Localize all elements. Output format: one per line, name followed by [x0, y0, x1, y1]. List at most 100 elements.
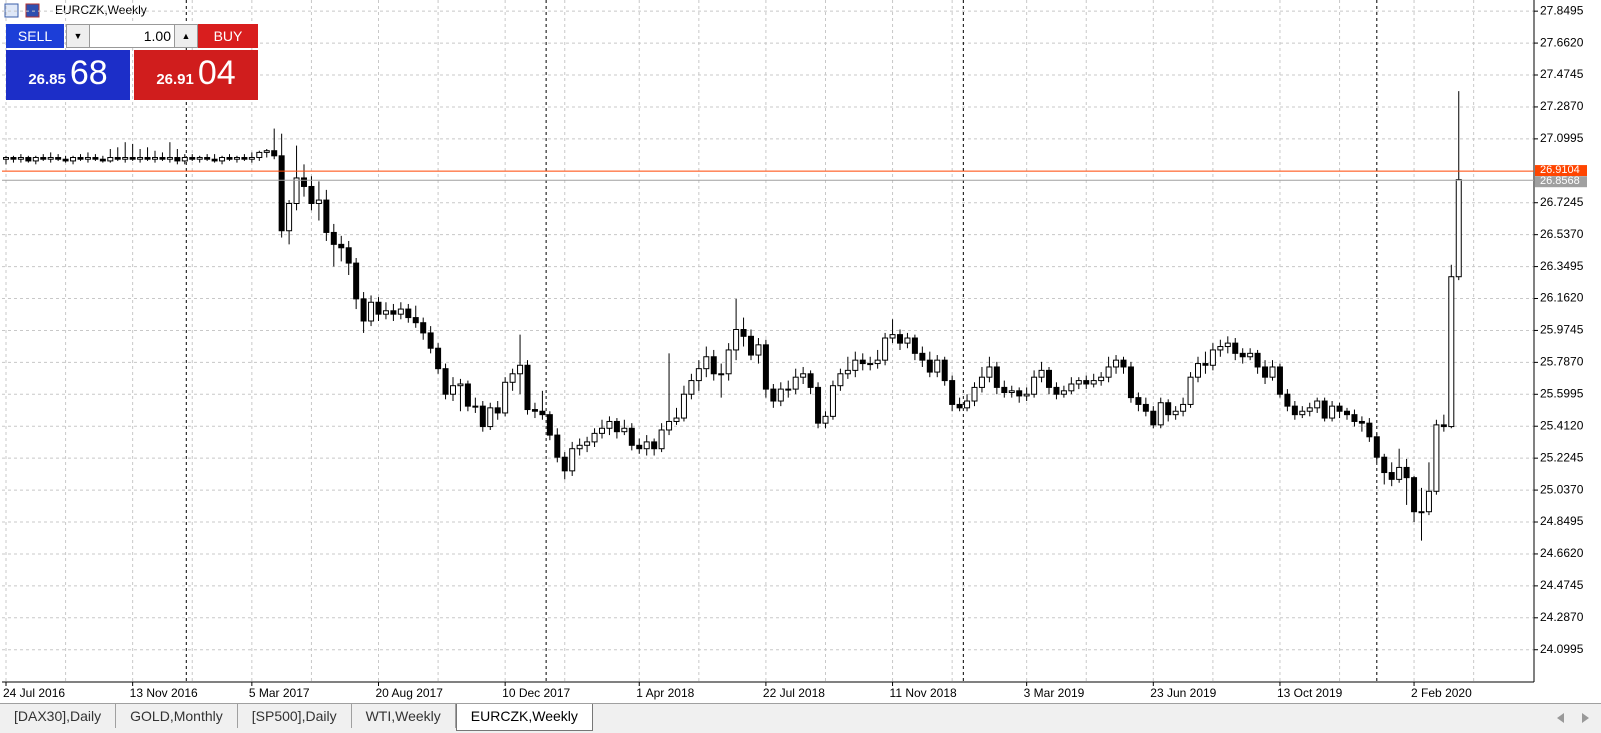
candle-body	[248, 157, 255, 160]
bid-label-bg	[1535, 176, 1587, 188]
candle-body	[47, 157, 54, 160]
candle-body	[420, 322, 427, 334]
tab[interactable]: EURCZK,Weekly	[455, 704, 593, 731]
y-tick-label: 25.4120	[1540, 418, 1584, 432]
candle-body	[628, 427, 635, 446]
candle-body	[479, 405, 486, 428]
chart-title: EURCZK,Weekly	[55, 3, 147, 17]
candle-body	[1425, 490, 1432, 513]
candle-body	[450, 385, 456, 395]
candle-body	[360, 298, 367, 322]
candle-body	[494, 407, 501, 414]
icon	[25, 3, 40, 18]
lot-value[interactable]: 1.00	[143, 28, 171, 44]
sell-button[interactable]: SELL	[6, 24, 64, 48]
lot-down[interactable]: ▼	[67, 25, 90, 47]
x-tick-label: 20 Aug 2017	[376, 686, 444, 700]
candle-body	[844, 369, 851, 375]
candle-body	[487, 407, 494, 428]
x-tick-label: 10 Dec 2017	[502, 686, 570, 700]
candle-body	[1224, 342, 1231, 348]
candle-body	[345, 247, 352, 264]
candle-body	[137, 157, 144, 160]
x-tick-label: 24 Jul 2016	[3, 686, 65, 700]
candle-body	[1247, 352, 1254, 358]
y-tick-label: 26.1620	[1540, 291, 1584, 305]
candle-body	[740, 329, 747, 337]
candle-body	[315, 199, 322, 204]
candle-body	[263, 150, 270, 153]
tab[interactable]: [DAX30],Daily	[0, 704, 117, 728]
y-tick-label: 26.7245	[1540, 195, 1584, 209]
candle-body	[673, 417, 680, 422]
candle-body	[1150, 410, 1157, 426]
candle-body	[829, 385, 836, 417]
candle-body	[1344, 410, 1350, 416]
buy-button[interactable]: BUY	[198, 24, 258, 48]
candle-body	[1418, 511, 1425, 514]
y-tick-label: 27.0995	[1540, 131, 1584, 145]
candle-body	[271, 150, 278, 157]
sell-price-pips: 68	[69, 54, 108, 92]
candle-body	[531, 409, 538, 412]
candle-body	[1157, 402, 1164, 426]
trade-panel: SELL ▼ 1.00 ▲ BUY 26.85 68 26.91 04	[6, 24, 258, 100]
y-tick-label: 24.0995	[1540, 642, 1584, 656]
candle-body	[695, 368, 702, 382]
candle-body	[651, 441, 658, 450]
bid-label: 26.8568	[1540, 175, 1580, 187]
candle-body	[1381, 456, 1388, 474]
sell-price[interactable]: 26.85 68	[6, 50, 130, 100]
buy-price[interactable]: 26.91 04	[134, 50, 258, 100]
candle-body	[1396, 466, 1403, 480]
candle-body	[1083, 380, 1090, 385]
candle-body	[502, 381, 509, 414]
tab-scroll[interactable]	[1553, 708, 1593, 728]
candle-body	[874, 359, 881, 365]
tab-bar: [DAX30],Daily GOLD,Monthly [SP500],Daily WT…	[0, 703, 1601, 733]
candle-body	[412, 317, 419, 324]
tab[interactable]: WTI,Weekly	[352, 704, 456, 728]
y-tick-label: 27.4745	[1540, 67, 1584, 81]
candle-body	[390, 310, 397, 315]
candle-body	[1373, 436, 1380, 458]
y-tick-label: 25.5995	[1540, 386, 1584, 400]
candle-body	[204, 157, 211, 160]
lot-up[interactable]: ▲	[174, 25, 197, 47]
candle-body	[859, 359, 866, 365]
candle-body	[397, 308, 404, 315]
candle-body	[1254, 352, 1261, 368]
candle-body	[1455, 179, 1462, 278]
candle-body	[55, 157, 62, 160]
candle-body	[1366, 422, 1373, 438]
candle-body	[382, 310, 389, 315]
candle-body	[40, 157, 47, 160]
candle-body	[107, 157, 114, 162]
candle-body	[725, 349, 732, 375]
candle-body	[688, 380, 695, 395]
candle-body	[1068, 383, 1075, 392]
tab[interactable]: [SP500],Daily	[238, 704, 352, 728]
candle-body	[1127, 366, 1134, 399]
candle-body	[1239, 352, 1246, 358]
candle-body	[464, 383, 471, 407]
candle-body	[77, 157, 84, 160]
candle-body	[1448, 276, 1455, 428]
icon	[4, 3, 19, 18]
candle-body	[777, 388, 784, 402]
candle-body	[1180, 403, 1187, 412]
candle-body	[1195, 363, 1201, 378]
candle-body	[755, 344, 762, 356]
y-tick-label: 26.5370	[1540, 227, 1584, 241]
x-tick-label: 13 Oct 2019	[1277, 686, 1343, 700]
candle-body	[1284, 393, 1291, 407]
y-tick-label: 25.2245	[1540, 450, 1584, 464]
candle-body	[1351, 414, 1358, 422]
candle-body	[1358, 420, 1365, 424]
candle-body	[196, 157, 203, 160]
y-tick-label: 24.8495	[1540, 514, 1584, 528]
tab[interactable]: GOLD,Monthly	[116, 704, 238, 728]
x-tick-label: 2 Feb 2020	[1411, 686, 1472, 700]
candle-body	[1202, 363, 1209, 366]
ask-label: 26.9104	[1540, 164, 1580, 176]
